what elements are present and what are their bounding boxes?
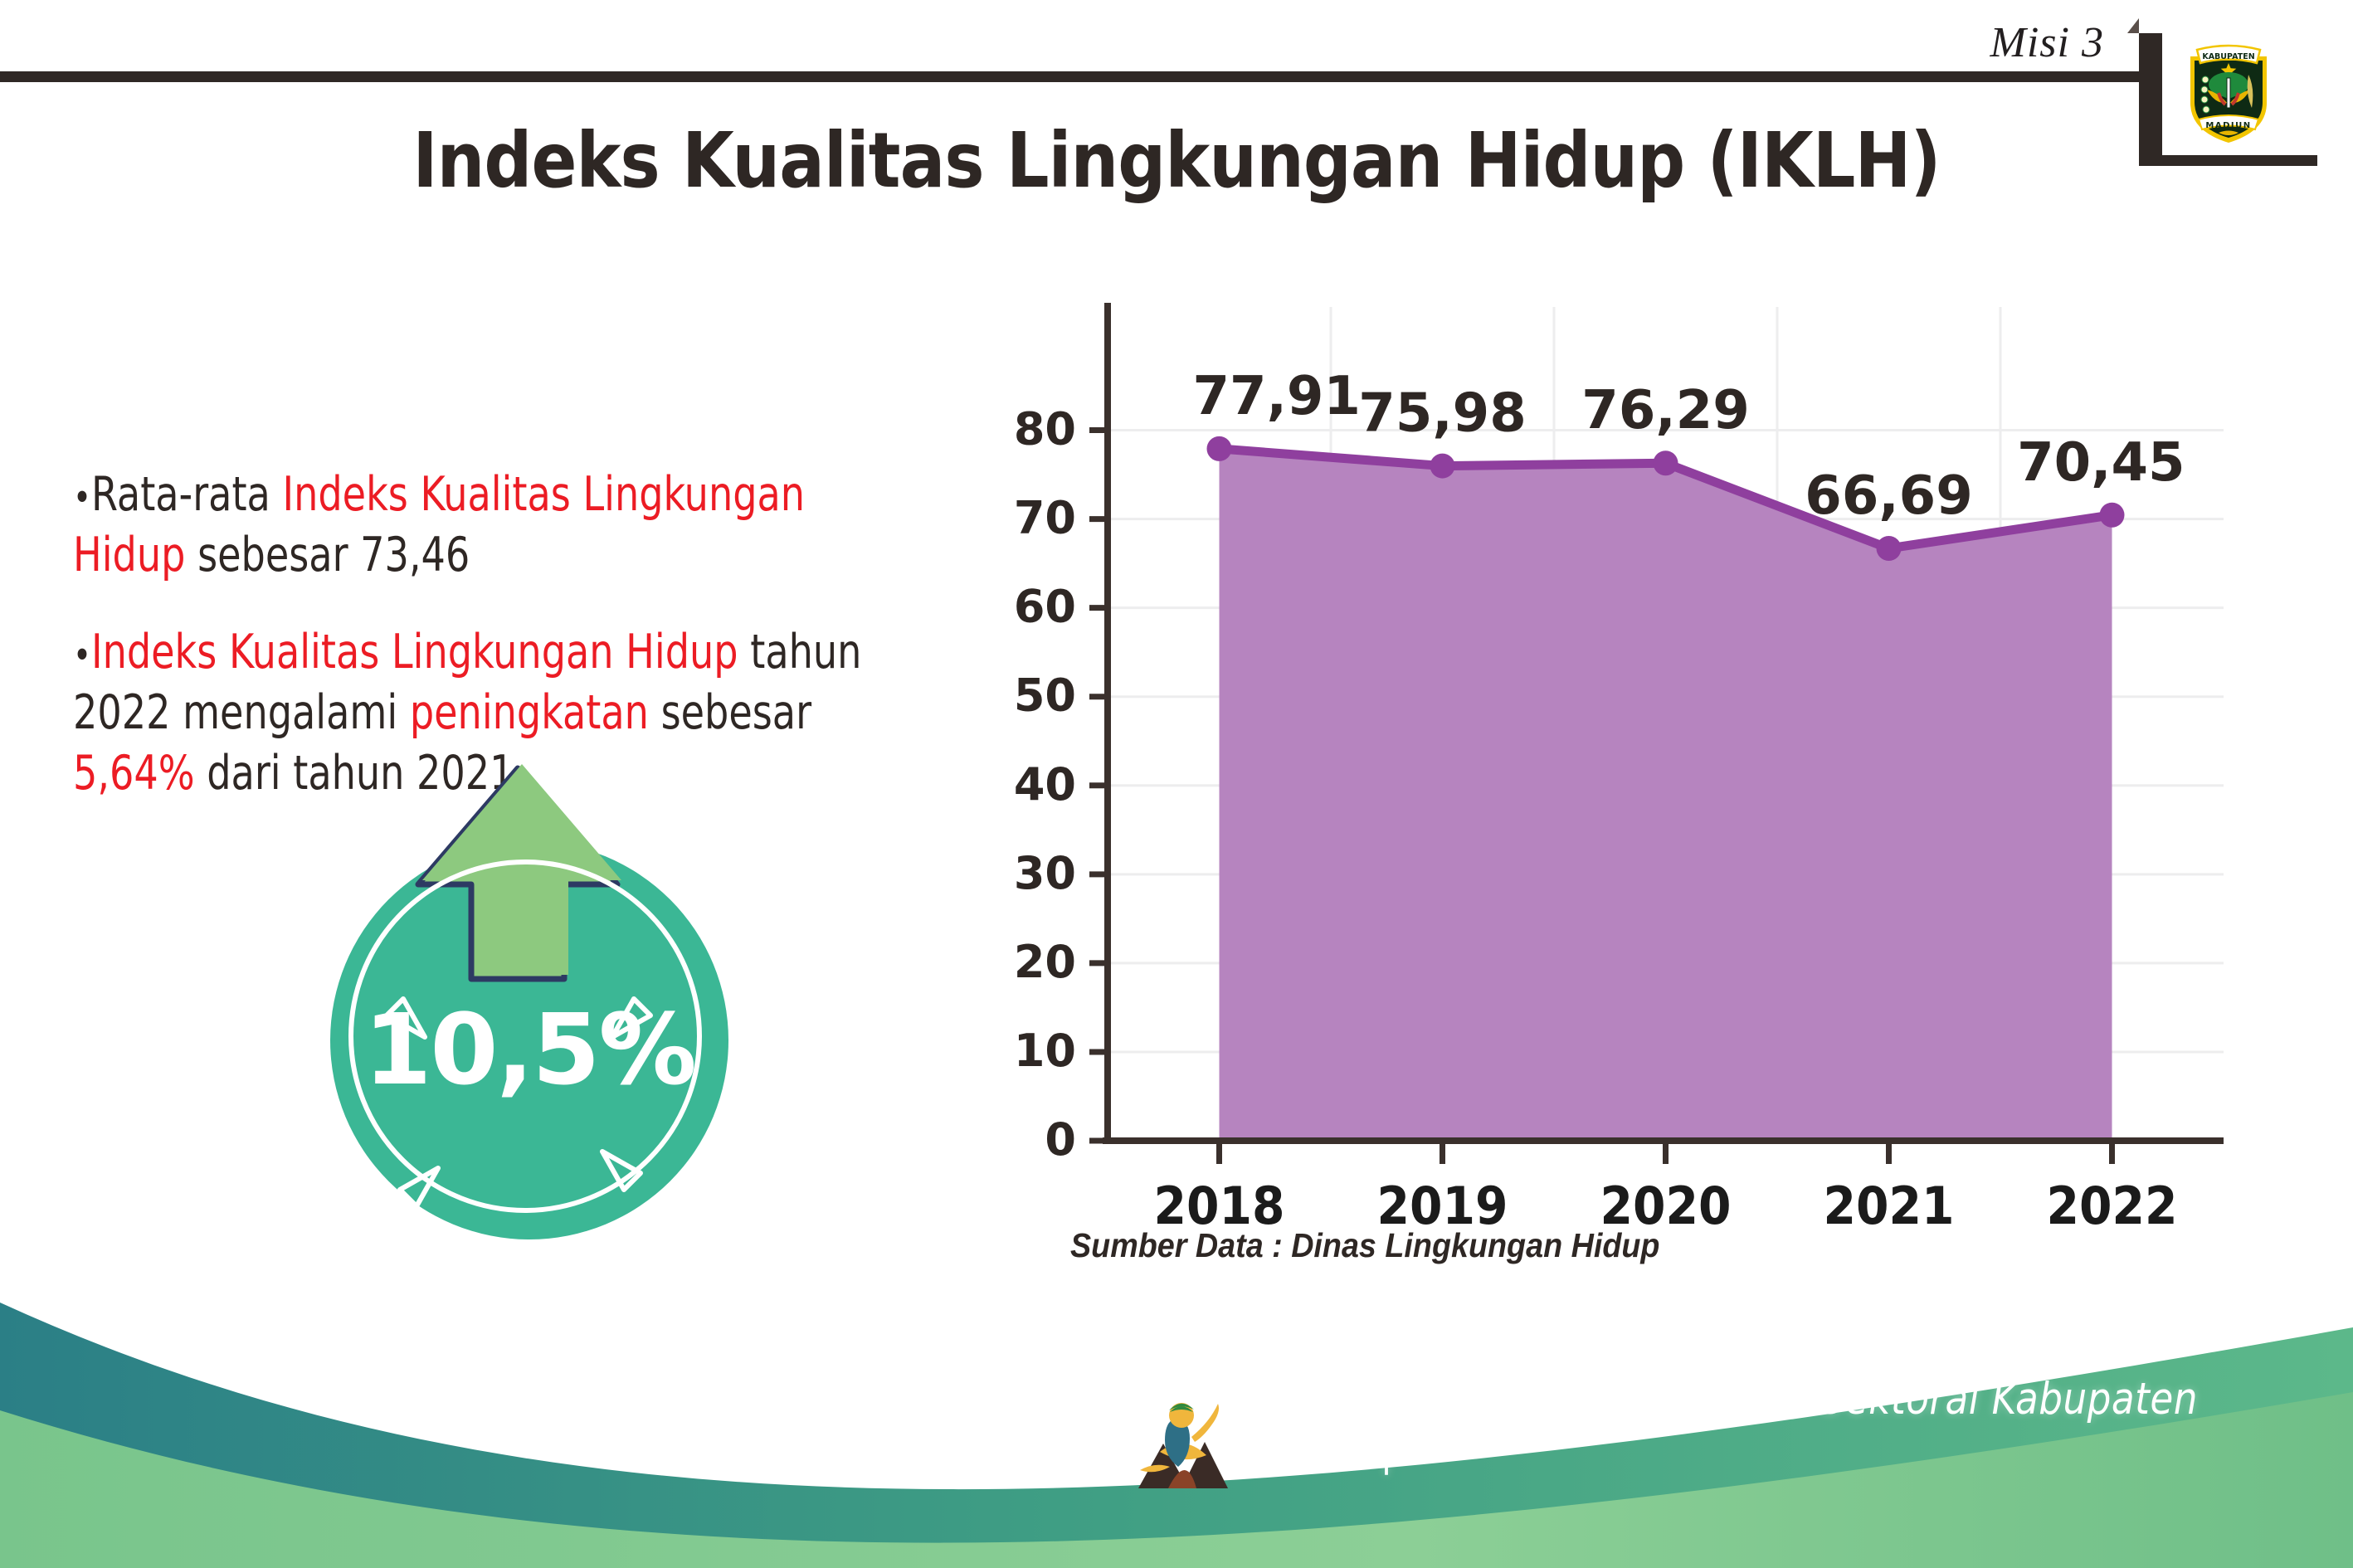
bullet-average-rich: Rata-rata Indeks Kualitas Lingkungan Hid… [73,467,805,582]
chart-y-tick-label: 50 [1014,670,1076,722]
chart-value-label: 76,29 [1581,380,1749,441]
badge-tick-arrow-bottom-right-icon [600,1149,643,1192]
chart-data-point[interactable] [1653,450,1678,476]
chart-data-point[interactable] [2099,502,2125,528]
chart-canvas: 0 10 20 30 40 50 60 70 80 2018 2019 2020 2021 2022 77,… [1014,303,2224,1236]
bullet-text: tahun 2022 mengalami [73,624,862,740]
chart-data-point[interactable] [1876,536,1902,562]
svg-text:MADIUN: MADIUN [2205,121,2251,130]
bullet-increase: •Indeks Kualitas Lingkungan Hidup tahun … [73,622,879,804]
footer-wave-graphic [0,1303,2353,1568]
chart-y-tick-label: 20 [1014,936,1076,988]
bullet-text: Rata-rata [90,467,283,522]
chart-x-category-label: 2019 [1377,1176,1508,1236]
chart-data-point[interactable] [1206,436,1232,461]
chart-x-category-label: 2020 [1600,1176,1732,1236]
badge-tick-arrow-top-right-icon [610,996,653,1040]
chart-value-label: 75,98 [1358,383,1526,445]
bullet-highlight-text: peningkatan [409,684,649,740]
header-corner-bracket [2127,18,2162,166]
chart-value-label: 77,91 [1193,366,1361,427]
misi-label: Misi 3 [1990,19,2104,66]
kabupaten-madiun-crest-icon: KABUPATEN MADIUN [2190,44,2267,143]
iklh-area-chart: 0 10 20 30 40 50 60 70 80 2018 2019 2020 2021 2022 77,… [979,299,2257,1294]
chart-y-tick-label: 60 [1014,581,1076,633]
badge-value: 10,5% [363,992,696,1107]
media-infografis-figure-icon [1138,1403,1228,1488]
chart-data-point[interactable] [1430,453,1455,479]
footer-wave-band: Media Infografis Data Statistik Sektoral… [0,1253,2353,1568]
chart-x-category-label: 2018 [1154,1176,1285,1236]
bullet-highlight-text: Indeks Kualitas Lingkungan Hidup [90,624,738,679]
bullet-list: •Rata-rata Indeks Kualitas Lingkungan Hi… [73,465,969,840]
badge-tick-arrow-bottom-left-icon [397,1166,441,1209]
chart-y-tick-label: 30 [1014,847,1076,899]
bullet-text: sebesar [648,684,812,740]
source-note: Sumber Data : Dinas Lingkungan Hidup [1070,1226,1660,1264]
badge-tick-arrow-top-left-icon [384,996,427,1040]
bullet-dot-icon: • [73,632,91,678]
chart-value-label: 66,69 [1805,465,1972,527]
bullet-text: dari tahun 2021 [194,745,514,801]
growth-badge: 10,5% [330,762,770,1239]
chart-y-tick-label: 70 [1014,492,1076,544]
header-divider-rule [0,71,2139,82]
chart-y-tick-label: 80 [1014,403,1076,455]
chart-area-fill [1219,448,2112,1141]
chart-value-label: 70,45 [2017,432,2185,494]
chart-y-tick-label: 0 [1045,1113,1076,1166]
svg-text:KABUPATEN: KABUPATEN [2202,52,2254,61]
bullet-highlight-text: Indeks Kualitas Lingkungan Hidup [73,467,806,582]
chart-y-tick-label: 10 [1014,1025,1076,1077]
bullet-increase-rich: Indeks Kualitas Lingkungan Hidup tahun 2… [73,625,861,801]
page-title: Indeks Kualitas Lingkungan Hidup (IKLH) [412,116,1941,205]
bullet-average: •Rata-rata Indeks Kualitas Lingkungan Hi… [73,465,879,586]
chart-x-category-label: 2022 [2047,1176,2178,1236]
chart-y-tick-label: 40 [1014,758,1076,811]
bullet-text: sebesar 73,46 [185,527,470,582]
chart-x-category-label: 2021 [1824,1176,1955,1236]
footer-caption: Media Infografis Data Statistik Sektoral… [1228,1374,2198,1475]
badge-inner-ring [348,859,702,1213]
header-corner-bracket-foot [2139,155,2317,166]
bullet-highlight-text: 5,64% [73,745,195,801]
bullet-dot-icon: • [73,475,91,520]
